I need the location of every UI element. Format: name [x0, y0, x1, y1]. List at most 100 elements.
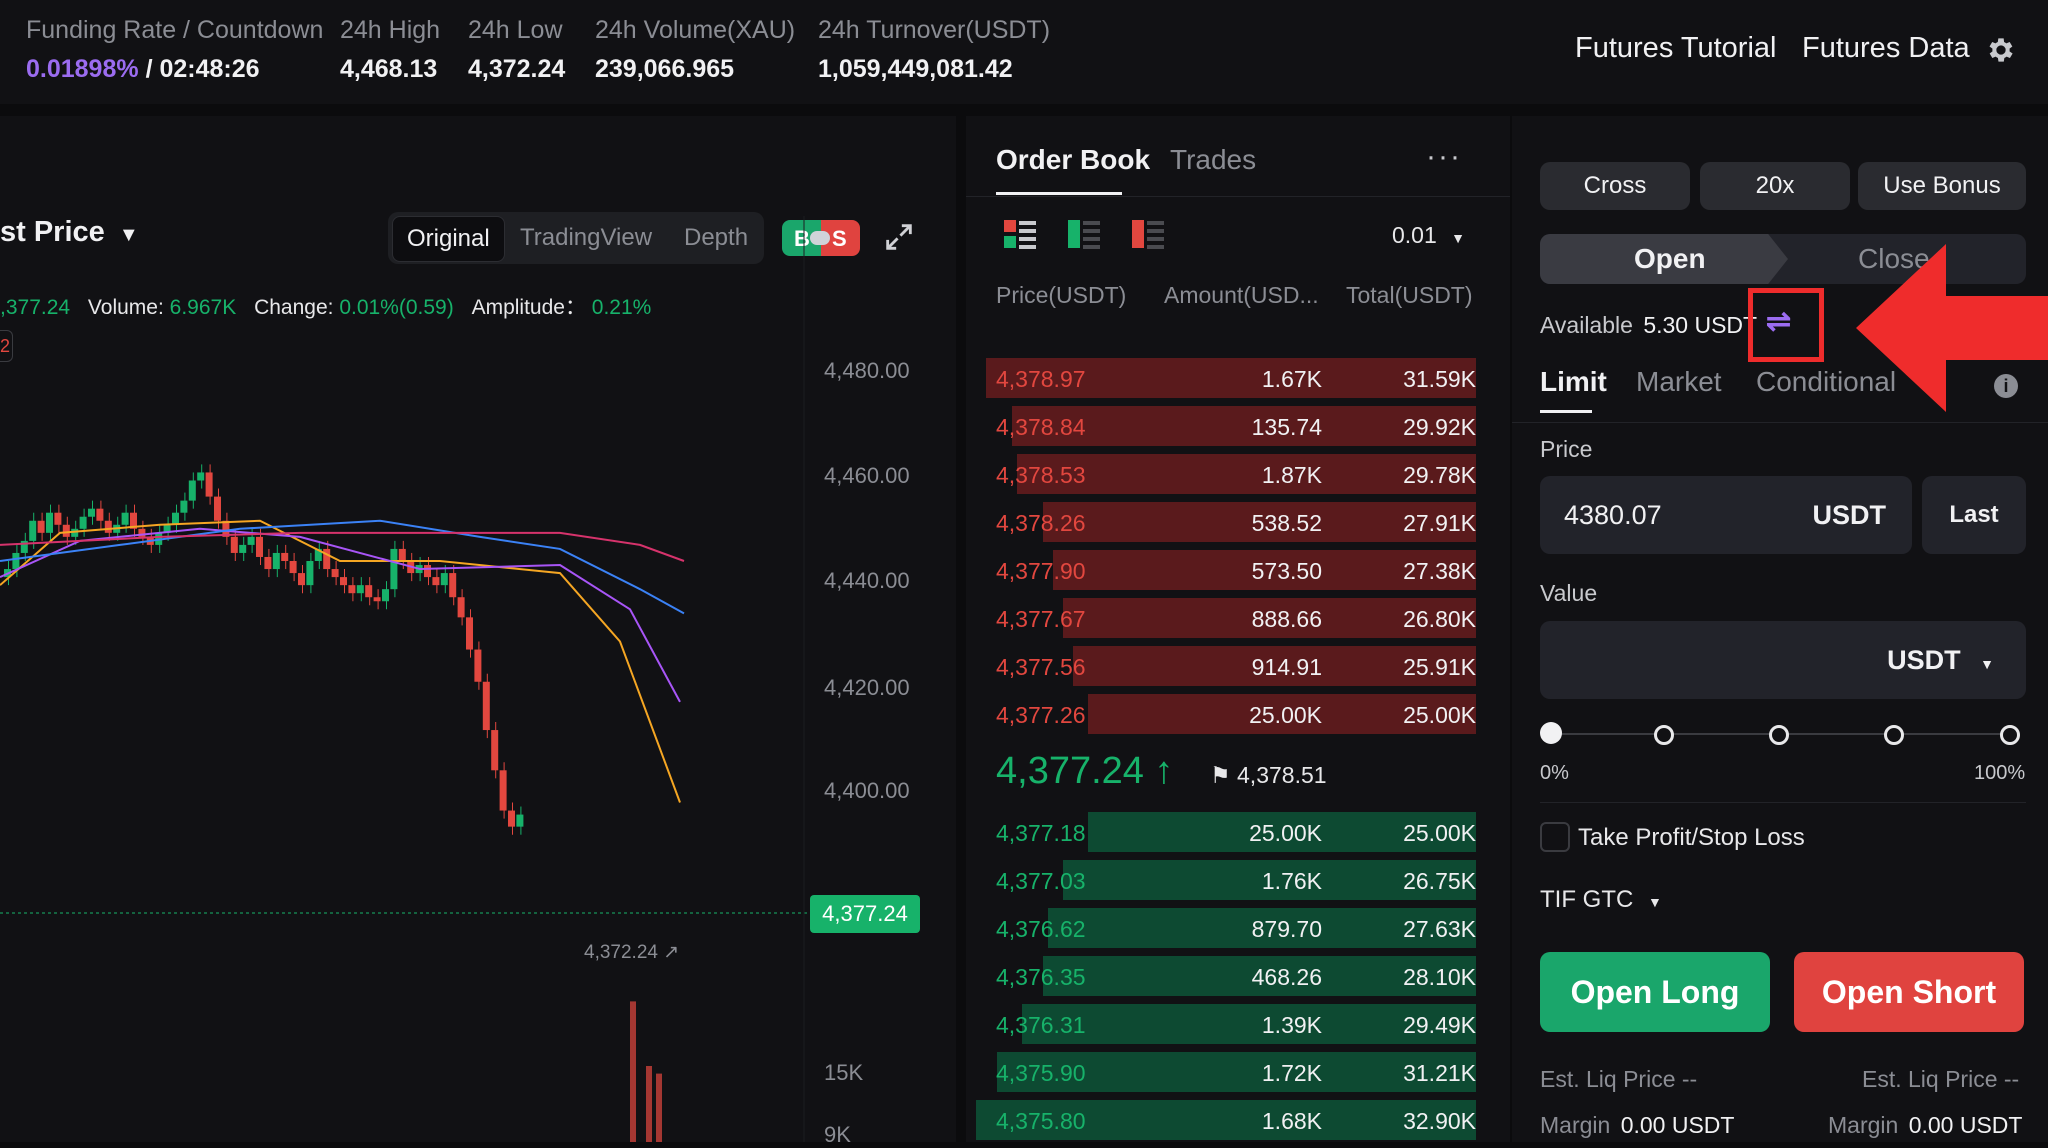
ask-row[interactable]: 4,377.67 888.66 26.80K [966, 596, 1476, 640]
ask-row[interactable]: 4,378.53 1.87K 29.78K [966, 452, 1476, 496]
available-value: 5.30 USDT [1643, 312, 1758, 338]
candle [239, 544, 247, 553]
volume-bar [656, 1073, 662, 1142]
ask-row[interactable]: 4,377.90 573.50 27.38K [966, 548, 1476, 592]
candle [205, 472, 213, 497]
candle [298, 573, 305, 586]
order-type-market[interactable]: Market [1636, 366, 1722, 397]
order-book-last-price: 4,377.24 ↑ [996, 750, 1173, 793]
precision-selector[interactable]: 0.01 ▼ [1392, 222, 1465, 249]
slider-dot-75[interactable] [1884, 725, 1904, 745]
buy-sell-toggle[interactable]: B S [782, 220, 860, 256]
depth-bar [1042, 956, 1476, 996]
bid-row[interactable]: 4,376.62 879.70 27.63K [966, 906, 1476, 950]
value-unit-selector[interactable]: USDT ▼ [1887, 645, 1994, 676]
depth-bar [1042, 502, 1476, 542]
view-original[interactable]: Original [392, 216, 505, 262]
row-total: 31.21K [1403, 1060, 1476, 1086]
ask-row[interactable]: 4,378.84 135.74 29.92K [966, 404, 1476, 448]
row-total: 32.90K [1403, 1108, 1476, 1134]
info-amplitude-label: Amplitude： [471, 296, 586, 319]
candle [138, 528, 146, 537]
candle [474, 649, 482, 682]
row-amount: 914.91 [1251, 654, 1322, 680]
bid-row[interactable]: 4,376.31 1.39K 29.49K [966, 1002, 1476, 1046]
candle [256, 536, 263, 557]
candle [424, 565, 431, 578]
view-depth[interactable]: Depth [684, 224, 749, 251]
gear-icon[interactable] [1985, 34, 2017, 66]
ask-row[interactable]: 4,377.56 914.91 25.91K [966, 644, 1476, 688]
volume-label: 24h Volume(XAU) [595, 16, 796, 44]
info-icon[interactable]: i [1994, 374, 2018, 398]
high-value: 4,468.13 [340, 55, 438, 83]
candle [29, 520, 37, 541]
slider-divider [1540, 802, 2026, 803]
margin-mode-button[interactable]: Cross [1540, 162, 1690, 210]
bid-row[interactable]: 4,377.18 25.00K 25.00K [966, 810, 1476, 854]
price-unit: USDT [1812, 500, 1887, 530]
row-price: 4,378.97 [996, 366, 1086, 392]
price-input[interactable]: 4380.07 USDT [1540, 476, 1912, 554]
slider-handle[interactable] [1540, 722, 1562, 744]
candle [163, 524, 171, 533]
tif-selector[interactable]: TIF GTC ▼ [1540, 886, 1662, 914]
low-marker-value: 4,372.24 [584, 942, 658, 963]
open-tab-bg [1540, 234, 1788, 284]
candle [508, 810, 515, 827]
tab-trades[interactable]: Trades [1170, 144, 1257, 175]
transfer-icon[interactable]: ⇌ [1766, 305, 1792, 338]
candle [188, 480, 196, 501]
futures-tutorial-link[interactable]: Futures Tutorial [1575, 32, 1777, 64]
order-type-limit[interactable]: Limit [1540, 366, 1607, 397]
both-sides-layout-icon[interactable] [1004, 218, 1036, 250]
depth-bar [1052, 550, 1476, 590]
asks-only-layout-icon[interactable] [1132, 218, 1164, 250]
open-long-button[interactable]: Open Long [1540, 952, 1770, 1032]
price-type-selector[interactable]: st Price ▼ [0, 216, 139, 249]
row-price: 4,377.90 [996, 558, 1086, 584]
last-button-label: Last [1949, 501, 1999, 528]
use-bonus-button[interactable]: Use Bonus [1858, 162, 2026, 210]
candle [104, 520, 112, 533]
slider-dot-25[interactable] [1654, 725, 1674, 745]
leverage-button[interactable]: 20x [1700, 162, 1850, 210]
y-tick-4400: 4,400.00 [824, 778, 910, 803]
tab-close[interactable]: Close [1858, 243, 1930, 274]
tab-open[interactable]: Open [1634, 243, 1706, 274]
futures-data-link[interactable]: Futures Data [1802, 32, 1970, 64]
bid-row[interactable]: 4,375.90 1.72K 31.21K [966, 1050, 1476, 1094]
candle [62, 524, 70, 537]
ask-row[interactable]: 4,378.97 1.67K 31.59K [966, 356, 1476, 400]
depth-bar [1062, 598, 1476, 638]
fullscreen-icon[interactable] [882, 220, 916, 254]
ask-row[interactable]: 4,378.26 538.52 27.91K [966, 500, 1476, 544]
candle [222, 520, 230, 537]
slider-dot-100[interactable] [2000, 725, 2020, 745]
candlestick-chart[interactable] [0, 116, 956, 1142]
row-total: 29.92K [1403, 414, 1476, 440]
candle [46, 512, 53, 533]
bid-row[interactable]: 4,377.03 1.76K 26.75K [966, 858, 1476, 902]
funding-rate-label: Funding Rate / Countdown [26, 16, 324, 44]
more-icon[interactable]: ··· [1426, 140, 1462, 173]
slider-dot-50[interactable] [1769, 725, 1789, 745]
view-tradingview[interactable]: TradingView [520, 224, 653, 251]
bids-only-layout-icon[interactable] [1068, 218, 1100, 250]
value-input[interactable]: USDT ▼ [1540, 621, 2026, 699]
candle [466, 617, 473, 650]
tab-order-book[interactable]: Order Book [996, 144, 1151, 175]
bid-row[interactable]: 4,375.80 1.68K 32.90K [966, 1098, 1476, 1142]
tpsl-checkbox[interactable] [1540, 822, 1570, 852]
chart-view-toggle: Original TradingView Depth [388, 212, 764, 264]
last-price-button[interactable]: Last [1922, 476, 2026, 554]
candle [88, 508, 95, 517]
open-short-button[interactable]: Open Short [1794, 952, 2024, 1032]
depth-bar [986, 358, 1476, 398]
depth-bar [1088, 694, 1476, 734]
candle [314, 548, 322, 561]
ask-row[interactable]: 4,377.26 25.00K 25.00K [966, 692, 1476, 736]
order-type-conditional[interactable]: Conditional [1756, 366, 1897, 397]
bid-row[interactable]: 4,376.35 468.26 28.10K [966, 954, 1476, 998]
row-price: 4,378.53 [996, 462, 1086, 488]
